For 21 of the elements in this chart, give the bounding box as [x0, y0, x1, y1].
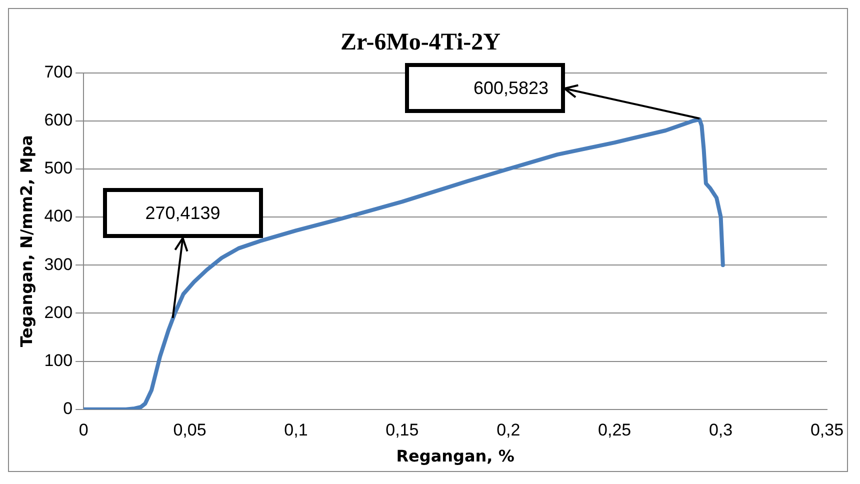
- x-tick-label: 0,05: [173, 420, 206, 440]
- callout-box: 270,4139: [102, 188, 263, 238]
- x-axis-title: Regangan, %: [396, 446, 514, 466]
- y-tick-label: 0: [63, 399, 73, 418]
- y-tick-label: 300: [44, 254, 73, 274]
- y-tick-label: 200: [44, 302, 73, 322]
- x-tick-label: 0,15: [386, 420, 419, 440]
- x-tick-label: 0,25: [598, 420, 632, 440]
- y-axis-title: Tegangan, N/mm2, Mpa: [16, 135, 36, 348]
- y-tick-label: 500: [44, 158, 73, 178]
- callout-box: 600,5823: [404, 63, 565, 114]
- x-tick-label: 0,3: [708, 420, 733, 440]
- x-tick-label: 0,2: [496, 420, 520, 440]
- y-tick-label: 700: [44, 62, 73, 82]
- x-tick-label: 0: [78, 420, 88, 440]
- x-tick-label: 0,35: [810, 420, 844, 440]
- x-tick-label: 0,1: [284, 420, 308, 440]
- chart-title: Zr-6Mo-4Ti-2Y: [340, 30, 500, 56]
- y-tick-label: 600: [44, 110, 73, 130]
- y-tick-label: 100: [44, 351, 73, 370]
- y-tick-label: 400: [44, 206, 73, 226]
